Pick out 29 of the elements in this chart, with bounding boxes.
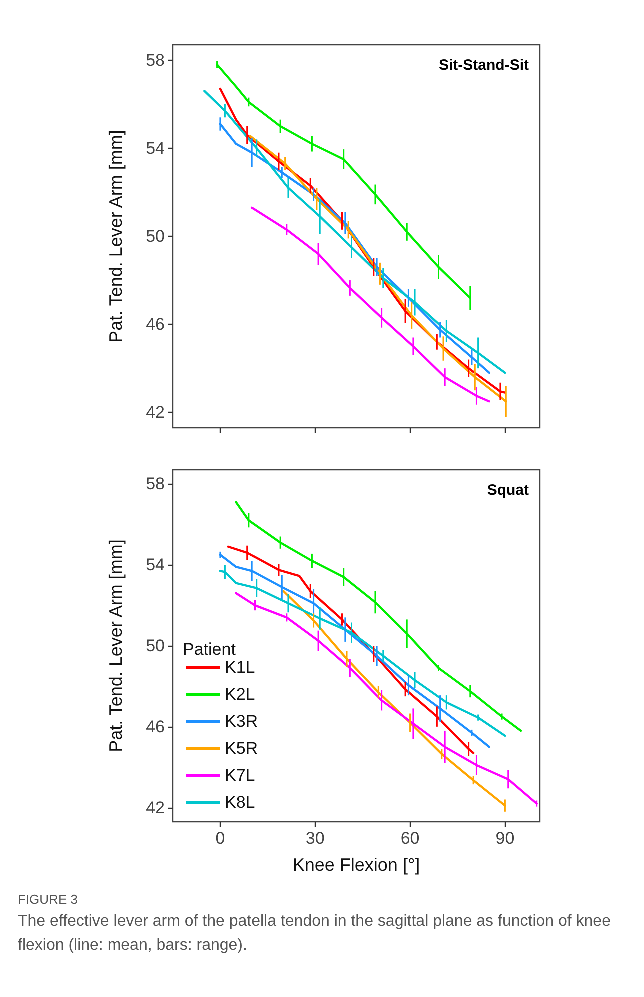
line-series: [250, 206, 490, 403]
x-tick-label: 90: [496, 829, 515, 848]
legend-label: K3R: [225, 712, 258, 731]
y-tick-label: 50: [146, 636, 165, 656]
x-axis-title: Knee Flexion [°]: [292, 855, 420, 875]
y-tick-label: 42: [146, 798, 165, 818]
y-tick-label: 46: [146, 717, 165, 736]
y-tick-label: 50: [146, 227, 165, 246]
legend-label: K1L: [225, 658, 256, 677]
y-tick-label: 54: [146, 556, 165, 575]
legend-label: K2L: [225, 685, 256, 704]
y-axis-title: Pat. Tend. Lever Arm [mm]: [106, 130, 126, 343]
x-tick-label: 60: [400, 829, 420, 848]
x-tick-label: 0: [216, 829, 226, 848]
legend-label: K7L: [225, 766, 256, 785]
text: The effective lever arm of the patella tendon in the sagittal plane as function of knee flexion (line: mean, bars: range).: [18, 912, 612, 956]
y-tick-label: 54: [146, 138, 165, 158]
legend-label: K5R: [225, 739, 258, 758]
caption: FIGURE 3: [18, 891, 79, 909]
text: Squat: [487, 482, 530, 499]
text: Sit-Stand-Sit: [439, 57, 530, 74]
y-tick-label: 46: [146, 315, 165, 334]
y-tick-label: 58: [146, 50, 165, 70]
legend-title: Patient: [183, 640, 236, 659]
y-tick-label: 42: [146, 403, 165, 422]
y-tick-label: 58: [146, 474, 165, 494]
y-axis-title: Pat. Tend. Lever Arm [mm]: [106, 540, 126, 752]
legend-label: K8L: [225, 793, 256, 812]
x-tick-label: 30: [306, 829, 325, 848]
